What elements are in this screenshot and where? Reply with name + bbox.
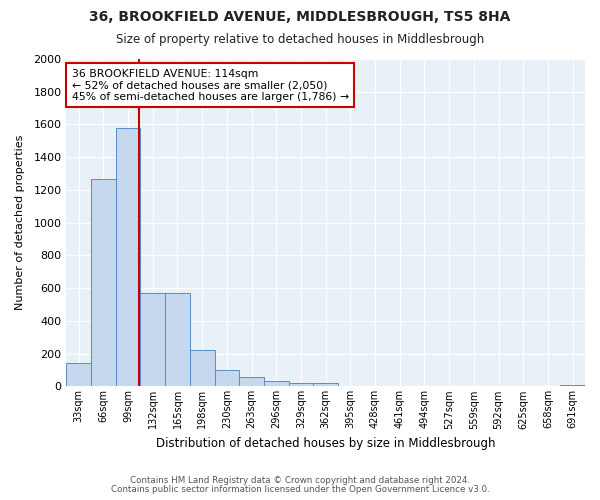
Bar: [264, 382, 289, 386]
Bar: [67, 364, 91, 386]
Bar: [140, 293, 165, 386]
Text: Contains public sector information licensed under the Open Government Licence v3: Contains public sector information licen…: [110, 485, 490, 494]
Bar: [289, 383, 313, 386]
Y-axis label: Number of detached properties: Number of detached properties: [15, 135, 25, 310]
Bar: [560, 385, 585, 386]
Bar: [239, 378, 264, 386]
Bar: [91, 180, 116, 386]
Text: 36, BROOKFIELD AVENUE, MIDDLESBROUGH, TS5 8HA: 36, BROOKFIELD AVENUE, MIDDLESBROUGH, TS…: [89, 10, 511, 24]
Bar: [215, 370, 239, 386]
X-axis label: Distribution of detached houses by size in Middlesbrough: Distribution of detached houses by size …: [156, 437, 496, 450]
Text: Size of property relative to detached houses in Middlesbrough: Size of property relative to detached ho…: [116, 32, 484, 46]
Text: Contains HM Land Registry data © Crown copyright and database right 2024.: Contains HM Land Registry data © Crown c…: [130, 476, 470, 485]
Text: 36 BROOKFIELD AVENUE: 114sqm
← 52% of detached houses are smaller (2,050)
45% of: 36 BROOKFIELD AVENUE: 114sqm ← 52% of de…: [71, 69, 349, 102]
Bar: [165, 293, 190, 386]
Bar: [190, 350, 215, 386]
Bar: [116, 128, 140, 386]
Bar: [313, 383, 338, 386]
